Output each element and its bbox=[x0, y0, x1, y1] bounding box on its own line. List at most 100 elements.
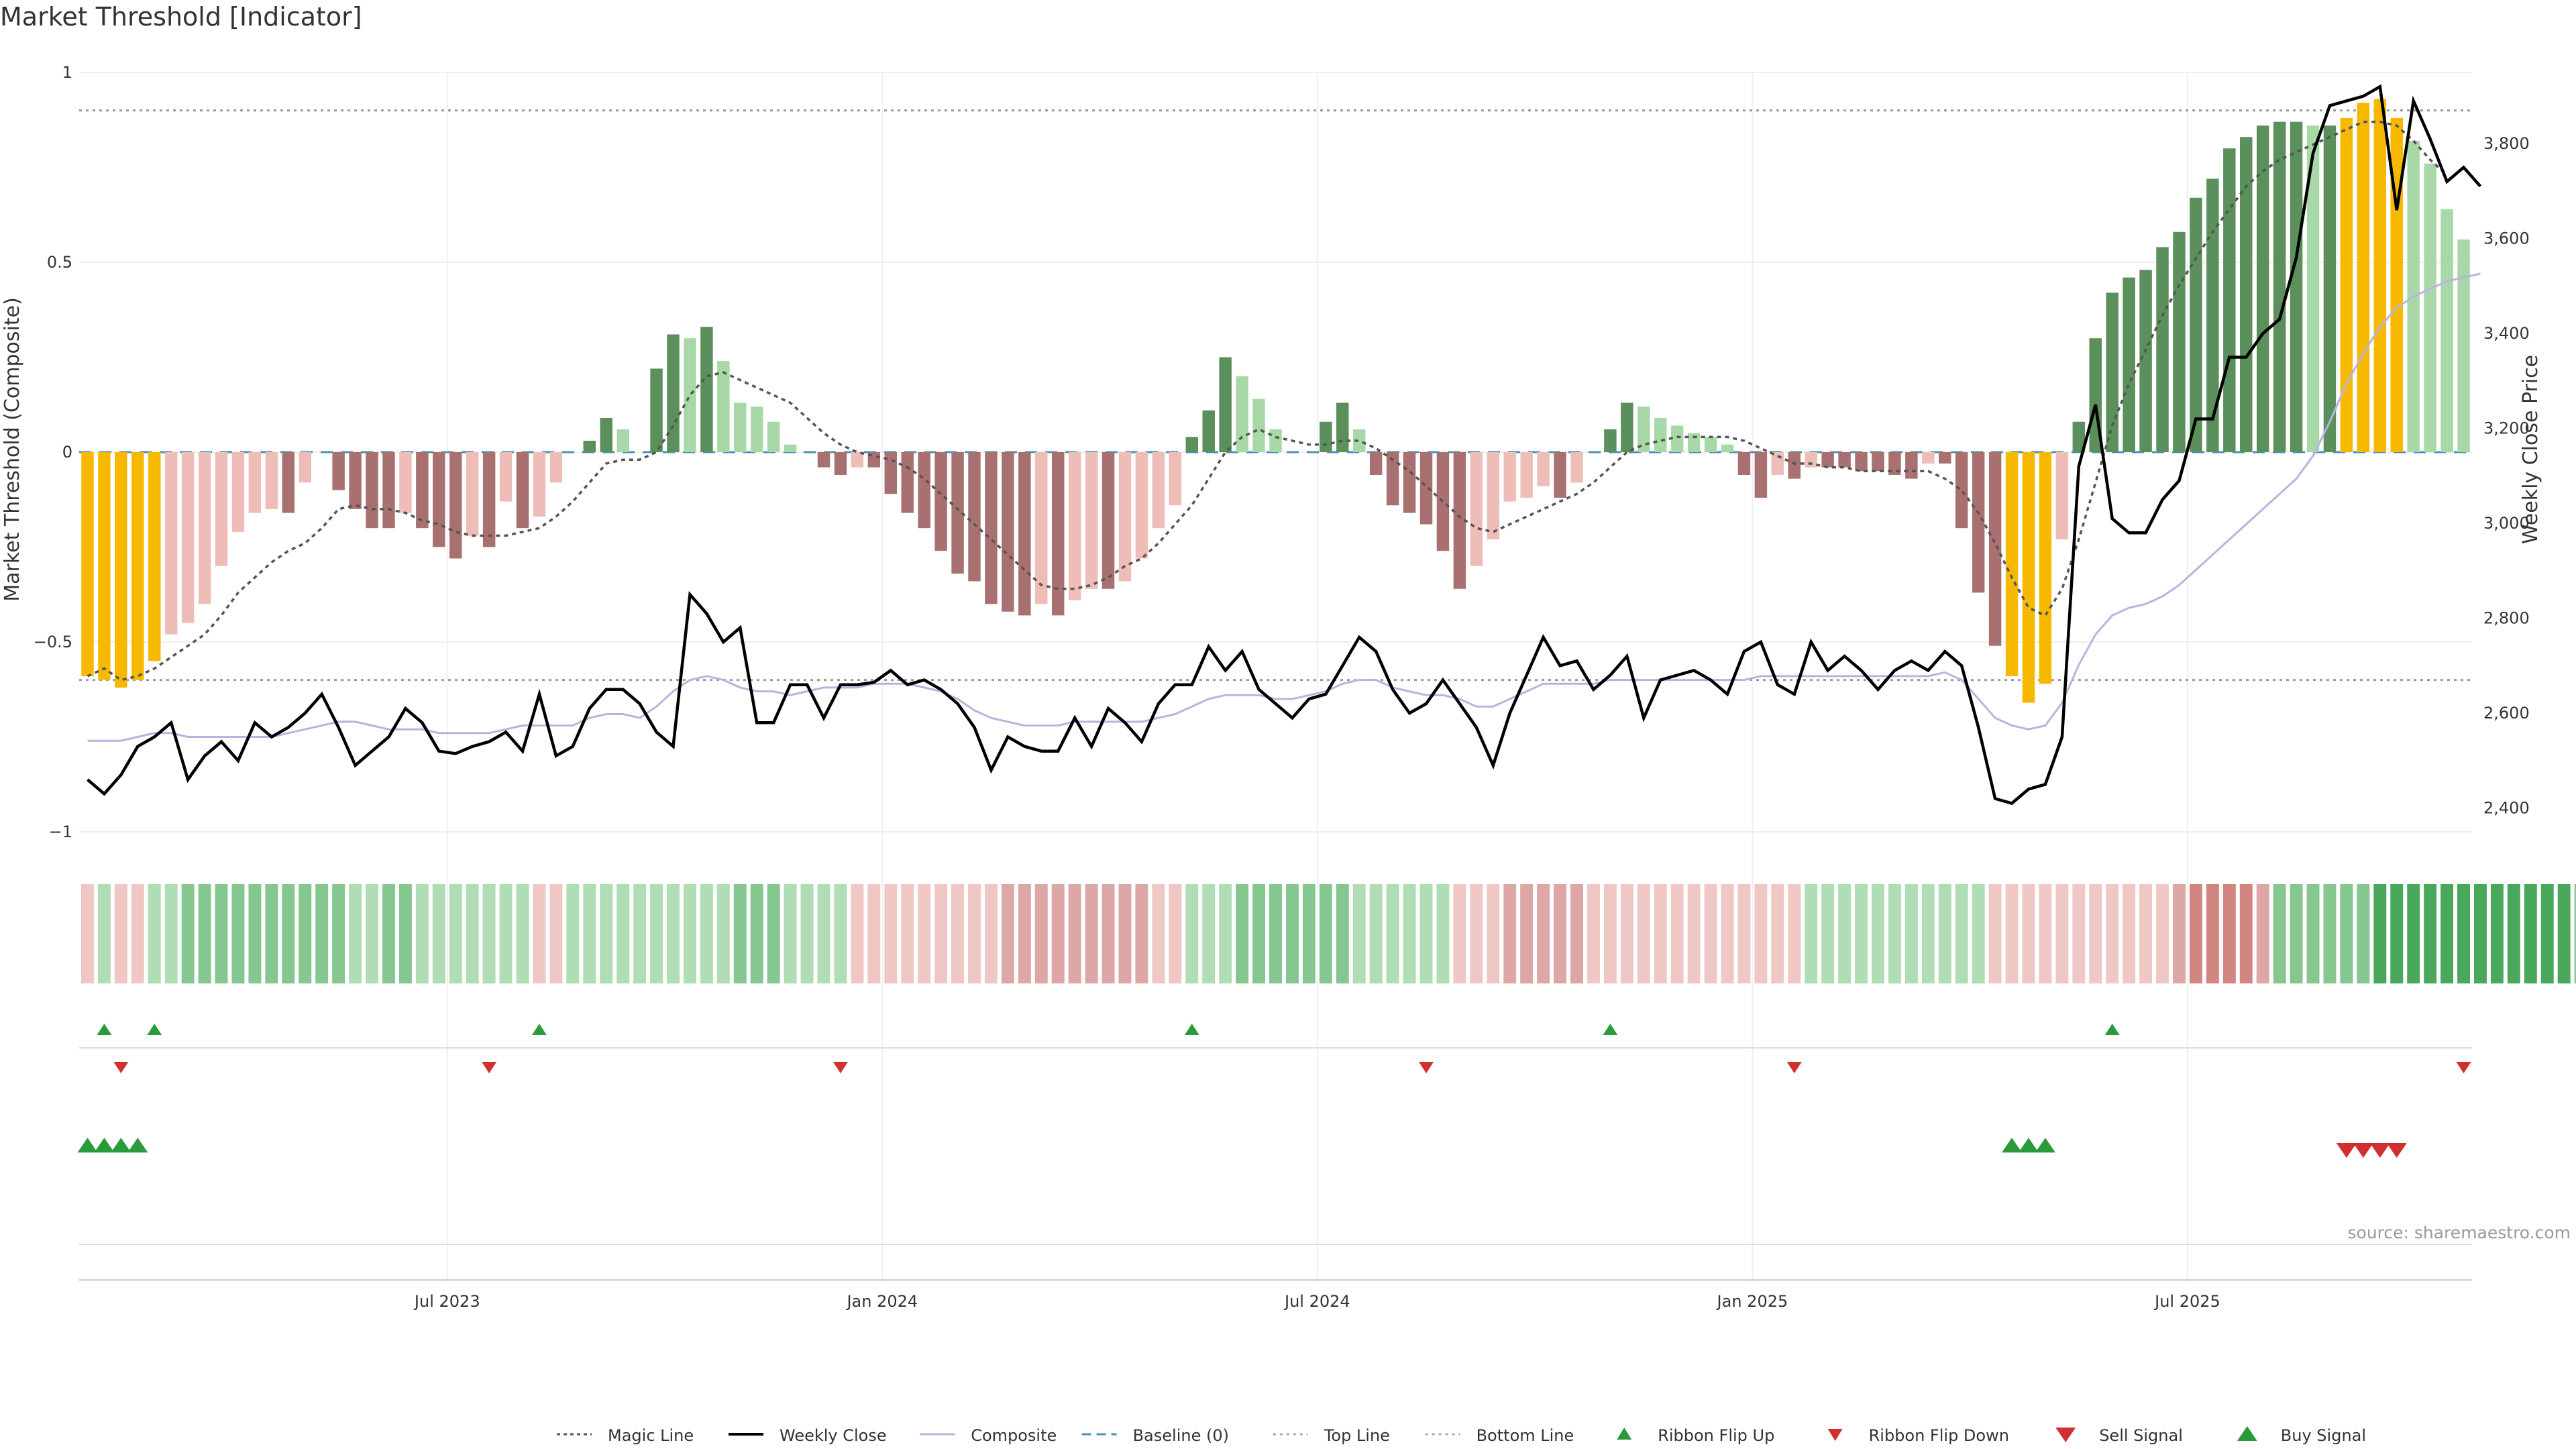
ribbon-cell bbox=[583, 884, 596, 983]
ribbon-cell bbox=[2407, 884, 2420, 983]
right-tick-label: 3,000 bbox=[2483, 514, 2530, 533]
ribbon-cell bbox=[867, 884, 881, 983]
magic-line bbox=[87, 120, 2448, 682]
ribbon-cell bbox=[1537, 884, 1550, 983]
ribbon-cell bbox=[1520, 884, 1534, 983]
ribbon-cell bbox=[2373, 884, 2387, 983]
composite-bar bbox=[2190, 197, 2202, 452]
composite-bar bbox=[1236, 376, 1248, 452]
ribbon-cell bbox=[315, 884, 329, 983]
ribbon-cell bbox=[1554, 884, 1567, 983]
ribbon-cell bbox=[1771, 884, 1784, 983]
ribbon-cell bbox=[2239, 884, 2253, 983]
composite-bar bbox=[1922, 452, 1935, 464]
composite-bar bbox=[181, 452, 195, 623]
ribbon-cell bbox=[1921, 884, 1935, 983]
left-tick-label: 0.5 bbox=[47, 253, 72, 272]
ribbon-cell bbox=[1152, 884, 1165, 983]
ribbon-cell bbox=[415, 884, 429, 983]
composite-bar bbox=[2424, 163, 2436, 452]
composite-bar bbox=[1202, 410, 1215, 452]
ribbon-cell bbox=[1085, 884, 1098, 983]
composite-bar bbox=[1888, 452, 1901, 475]
ribbon-cell bbox=[2574, 884, 2576, 983]
composite-bar bbox=[231, 452, 245, 532]
composite-bar bbox=[1436, 452, 1450, 551]
left-tick-label: −0.5 bbox=[34, 633, 72, 651]
ribbon-flip-up-marker bbox=[531, 1024, 547, 1035]
ribbon-cell bbox=[1352, 884, 1366, 983]
composite-bar bbox=[449, 452, 462, 559]
composite-bar bbox=[1955, 452, 1968, 529]
ribbon-cell bbox=[851, 884, 864, 983]
composite-bar bbox=[2440, 209, 2453, 452]
chart-title: Market Threshold [Indicator] bbox=[0, 2, 362, 32]
composite-bar bbox=[2457, 239, 2470, 452]
composite-bar bbox=[98, 452, 111, 680]
composite-bar bbox=[1219, 357, 1232, 452]
composite-bar bbox=[1570, 452, 1583, 483]
ribbon-cell bbox=[1419, 884, 1433, 983]
x-tick-label: Jan 2025 bbox=[1716, 1292, 1788, 1311]
ribbon-cell bbox=[1872, 884, 1884, 983]
ribbon-flip-up-marker bbox=[2104, 1024, 2120, 1035]
composite-bar bbox=[1252, 398, 1265, 452]
ribbon-cell bbox=[2123, 884, 2136, 983]
ribbon-cell bbox=[733, 884, 747, 983]
ribbon-cell bbox=[2323, 884, 2337, 983]
composite-bar bbox=[1855, 452, 1868, 472]
ribbon-cell bbox=[1051, 884, 1065, 983]
composite-bar bbox=[1419, 452, 1433, 525]
ribbon-cell bbox=[231, 884, 245, 983]
composite-bar bbox=[1988, 452, 2002, 646]
buy-signal-marker bbox=[77, 1138, 98, 1152]
composite-bar bbox=[934, 452, 947, 551]
left-tick-label: 0 bbox=[62, 443, 72, 462]
legend-label: Composite bbox=[971, 1426, 1057, 1445]
ribbon-cell bbox=[2457, 884, 2471, 983]
composite-bar bbox=[198, 452, 211, 604]
ribbon-cell bbox=[1888, 884, 1901, 983]
ribbon-cell bbox=[2089, 884, 2102, 983]
ribbon-cell bbox=[1838, 884, 1851, 983]
ribbon-cell bbox=[2222, 884, 2236, 983]
composite-bar bbox=[767, 421, 780, 452]
ribbon-cell bbox=[398, 884, 412, 983]
composite-bar bbox=[1453, 452, 1466, 589]
composite-bar bbox=[1369, 452, 1383, 475]
composite-bar bbox=[834, 452, 847, 475]
ribbon-flip-down-marker bbox=[1418, 1062, 1434, 1073]
composite-bar bbox=[1185, 437, 1199, 452]
ribbon-cell bbox=[1336, 884, 1349, 983]
ribbon-cell bbox=[1788, 884, 1801, 983]
composite-bar bbox=[1320, 421, 1332, 452]
composite-bar bbox=[2273, 121, 2286, 452]
ribbon-cell bbox=[834, 884, 847, 983]
ribbon-cell bbox=[984, 884, 998, 983]
ribbon-cell bbox=[265, 884, 278, 983]
composite-bar bbox=[416, 452, 429, 529]
composite-bar bbox=[349, 452, 362, 509]
composite-bar bbox=[2240, 137, 2253, 452]
composite-bar bbox=[1939, 452, 1951, 464]
ribbon-cell bbox=[1470, 884, 1483, 983]
composite-bar bbox=[533, 452, 546, 517]
ribbon-cell bbox=[114, 884, 127, 983]
composite-bar bbox=[1336, 402, 1349, 452]
ribbon-cell bbox=[2206, 884, 2219, 983]
ribbon-cell bbox=[566, 884, 580, 983]
composite-bar bbox=[248, 452, 262, 513]
composite-bar bbox=[215, 452, 228, 566]
ribbon-cell bbox=[1034, 884, 1048, 983]
composite-bar bbox=[2022, 452, 2035, 703]
ribbon-cell bbox=[633, 884, 647, 983]
legend-label: Top Line bbox=[1324, 1426, 1390, 1445]
ribbon-cell bbox=[164, 884, 178, 983]
legend-label: Ribbon Flip Down bbox=[1869, 1426, 2009, 1445]
ribbon-cell bbox=[1721, 884, 1734, 983]
right-tick-label: 3,400 bbox=[2483, 324, 2530, 343]
ribbon-flip-up-marker bbox=[147, 1024, 162, 1035]
ribbon-cell bbox=[750, 884, 763, 983]
ribbon-cell bbox=[1453, 884, 1466, 983]
right-tick-label: 2,400 bbox=[2483, 799, 2530, 818]
